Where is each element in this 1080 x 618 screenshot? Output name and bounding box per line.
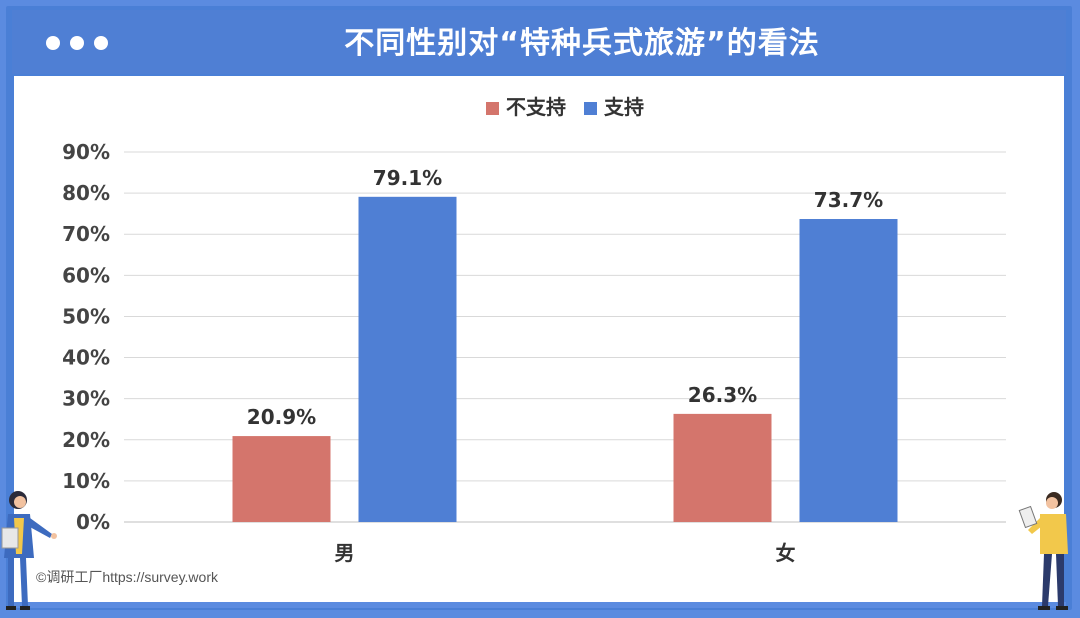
person-right-illustration <box>1018 492 1068 610</box>
data-label: 20.9% <box>247 405 316 429</box>
data-label: 26.3% <box>688 383 757 407</box>
y-tick-label: 20% <box>62 428 110 452</box>
person-left-illustration <box>1 491 57 610</box>
y-tick-label: 0% <box>76 510 110 534</box>
bar <box>358 196 457 523</box>
window-dots <box>46 36 108 50</box>
bottom-bar <box>12 602 1066 608</box>
legend-swatch <box>486 102 499 115</box>
y-tick-label: 60% <box>62 263 110 287</box>
watermark-text: ©调研工厂https://survey.work <box>36 569 218 585</box>
y-tick-label: 50% <box>62 304 110 328</box>
y-tick-label: 70% <box>62 222 110 246</box>
legend-swatch <box>584 102 597 115</box>
y-tick-label: 10% <box>62 469 110 493</box>
bar <box>799 219 898 522</box>
x-tick-label: 男 <box>335 541 355 565</box>
dot-icon <box>46 36 60 50</box>
y-tick-label: 90% <box>62 140 110 164</box>
x-tick-label: 女 <box>776 541 796 565</box>
y-tick-label: 30% <box>62 387 110 411</box>
dot-icon <box>94 36 108 50</box>
page-title: 不同性别对“特种兵式旅游”的看法 <box>344 26 820 61</box>
legend-label: 不支持 <box>506 95 566 119</box>
bar <box>673 413 772 522</box>
y-tick-label: 80% <box>62 181 110 205</box>
y-tick-label: 40% <box>62 346 110 370</box>
data-label: 73.7% <box>814 188 883 212</box>
legend-label: 支持 <box>604 95 644 119</box>
data-label: 79.1% <box>373 166 442 190</box>
header-bar: 不同性别对“特种兵式旅游”的看法 <box>12 10 1066 74</box>
dot-icon <box>70 36 84 50</box>
bar <box>232 436 331 522</box>
